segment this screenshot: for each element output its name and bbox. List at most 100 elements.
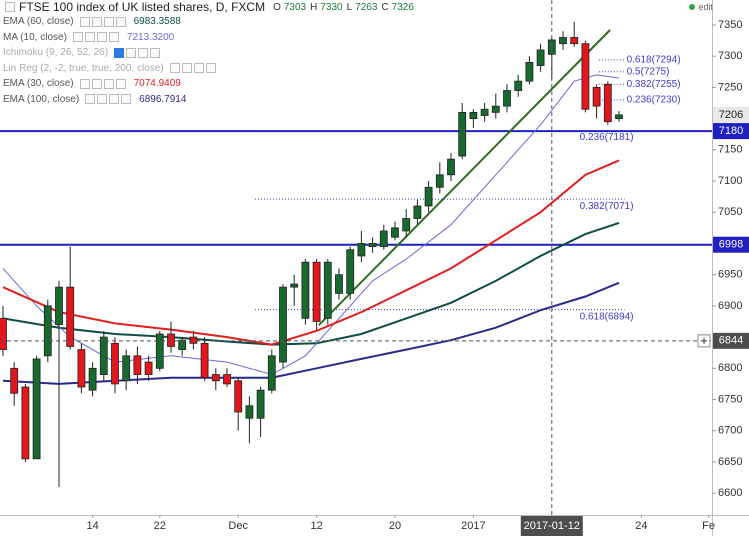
indicator-eye-icon[interactable]	[114, 47, 125, 58]
indicator-settings-icon[interactable]	[97, 94, 108, 105]
candle-body	[155, 333, 164, 369]
indicator-eye-icon[interactable]	[85, 94, 96, 105]
indicator-more-icon[interactable]	[138, 47, 149, 58]
indicator-more-icon[interactable]	[96, 32, 107, 43]
candle-body	[279, 286, 287, 363]
indicator-name: EMA (30, close)	[3, 78, 74, 90]
indicator-eye-icon[interactable]	[79, 16, 90, 27]
ohlc-letter: H	[310, 1, 318, 13]
indicator-settings-icon[interactable]	[91, 16, 102, 27]
ohlc-value: 7263	[355, 1, 378, 13]
last-price-box	[713, 106, 749, 123]
candle-body	[10, 367, 19, 394]
trendline	[318, 29, 611, 326]
candle-body	[435, 174, 444, 188]
indicator-more-icon[interactable]	[109, 94, 120, 105]
ohlc-letter: L	[346, 1, 353, 13]
candle-body	[245, 405, 254, 419]
candle-body	[99, 336, 108, 375]
y-tick-label: 7300	[718, 50, 742, 62]
y-tick-label: 7150	[718, 144, 742, 156]
candle-body	[458, 111, 467, 157]
candle-body	[200, 342, 209, 379]
candle-body	[603, 83, 612, 123]
y-tick-label: 6950	[718, 269, 742, 281]
candle-body	[301, 261, 310, 319]
y-tick-label: 6600	[718, 487, 742, 499]
indicator-settings-icon[interactable]	[181, 63, 192, 74]
collapse-icon[interactable]	[5, 2, 15, 12]
indicator-remove-icon[interactable]	[205, 63, 216, 74]
indicator-more-icon[interactable]	[193, 63, 204, 74]
indicator-remove-icon[interactable]	[108, 32, 119, 43]
candle-body	[357, 243, 366, 257]
indicator-settings-icon[interactable]	[84, 32, 95, 43]
candle-body	[346, 249, 355, 294]
candle-body	[77, 349, 86, 388]
legend-row: EMA (60, close) 6983.3588	[3, 14, 418, 30]
legend-row: Ichimoku (9, 26, 52, 26)	[3, 45, 418, 61]
indicator-remove-icon[interactable]	[115, 78, 126, 89]
fib-level-label: 0.382(7255)	[627, 79, 681, 90]
indicator-name: MA (10, close)	[3, 31, 67, 43]
crosshair-price-label: 6844	[719, 335, 743, 347]
indicator-remove-icon[interactable]	[150, 47, 161, 58]
indicator-name: Lin Reg (2, -2, true, true, 200, close)	[3, 62, 164, 74]
candle-body	[133, 355, 142, 375]
y-tick-label: 6900	[718, 300, 742, 312]
legend-row: Lin Reg (2, -2, true, true, 200, close)	[3, 61, 418, 77]
candle-body	[323, 261, 332, 319]
indicator-remove-icon[interactable]	[121, 94, 132, 105]
candle-body	[66, 286, 75, 347]
edit-text[interactable]: edit	[698, 2, 713, 12]
y-tick-label: 7250	[718, 81, 742, 93]
candle-body	[267, 355, 276, 391]
candle-body	[211, 374, 220, 382]
indicator-eye-icon[interactable]	[72, 32, 83, 43]
fib-level-label: 0.618(6894)	[580, 311, 634, 322]
fib-level-label: 0.618(7294)	[627, 55, 681, 66]
candle-body	[368, 243, 377, 247]
indicator-eye-icon[interactable]	[79, 78, 90, 89]
fib-level-label: 0.236(7181)	[580, 132, 634, 143]
indicator-name: Ichimoku (9, 26, 52, 26)	[3, 47, 109, 59]
candle-body	[0, 317, 7, 350]
candle-body	[223, 374, 231, 385]
candle-body	[469, 111, 478, 120]
candle-body	[43, 305, 52, 357]
x-tick-label: 14	[86, 520, 98, 532]
y-tick-label: 7350	[718, 19, 742, 31]
crosshair-price-box	[713, 332, 749, 349]
candle-body	[570, 37, 579, 45]
edit-link[interactable]: edit	[689, 2, 713, 12]
indicator-value: 7213.3200	[126, 31, 175, 43]
ohlc-letter: O	[273, 1, 281, 13]
legend-row: EMA (100, close) 6896.7914	[3, 92, 418, 108]
y-tick-label: 6750	[718, 393, 742, 405]
x-tick-label: Dec	[228, 520, 248, 532]
legend: FTSE 100 index of UK listed shares, D, F…	[3, 0, 418, 107]
candle-body	[503, 90, 511, 107]
indicator-eye-icon[interactable]	[169, 63, 180, 74]
indicator-settings-icon[interactable]	[126, 47, 137, 58]
candle-body	[559, 37, 567, 45]
candle-body	[581, 43, 590, 110]
candle-body	[615, 114, 623, 120]
fib-level-label: 0.236(7230)	[627, 95, 681, 106]
indicator-more-icon[interactable]	[103, 78, 114, 89]
ohlc-value: 7326	[391, 1, 414, 13]
indicator-remove-icon[interactable]	[115, 16, 126, 27]
indicator-settings-icon[interactable]	[91, 78, 102, 89]
legend-title-row: FTSE 100 index of UK listed shares, D, F…	[3, 0, 418, 14]
candle-body	[525, 62, 534, 82]
candle-body	[402, 218, 411, 232]
indicator-more-icon[interactable]	[103, 16, 114, 27]
y-tick-label: 7050	[718, 206, 742, 218]
crosshair-plus	[701, 337, 707, 344]
ohlc-letter: C	[381, 1, 389, 13]
candle-body	[256, 389, 265, 419]
y-tick-label: 6650	[718, 456, 742, 468]
ohlc-value: 7303	[283, 1, 307, 13]
horizontal-line-price-box	[713, 236, 749, 253]
